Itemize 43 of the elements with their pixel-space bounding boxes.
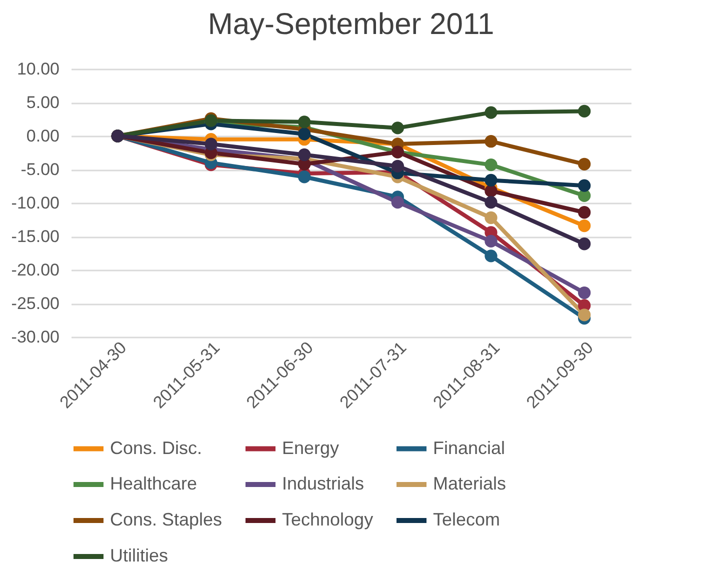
y-tick-label: 0.00 <box>26 126 60 146</box>
y-tick-label: -20.00 <box>11 260 60 280</box>
point <box>578 219 591 232</box>
point <box>578 308 591 322</box>
legend-label: Energy <box>282 438 340 458</box>
y-tick-label: -30.00 <box>11 328 60 346</box>
point <box>578 206 591 219</box>
legend-label: Utilities <box>110 546 168 566</box>
point <box>298 116 311 128</box>
legend-label: Financial <box>433 438 506 458</box>
y-tick-label: -15.00 <box>11 227 60 246</box>
point <box>578 238 591 250</box>
point <box>578 158 591 170</box>
point <box>391 196 404 209</box>
y-tick-label: -25.00 <box>11 294 60 313</box>
legend-label: Materials <box>433 474 506 494</box>
point <box>578 104 591 118</box>
point <box>578 286 591 300</box>
point <box>484 158 498 172</box>
chart-title: May-September 2011 <box>208 8 494 41</box>
point <box>578 179 591 192</box>
point <box>484 106 498 119</box>
point <box>391 122 404 134</box>
y-tick-label: 10.00 <box>16 60 60 78</box>
legend-label: Healthcare <box>110 474 198 494</box>
point <box>484 211 498 224</box>
legend-label: Cons. Disc. <box>110 438 202 458</box>
point <box>204 138 218 150</box>
legend-label: Telecom <box>433 510 500 530</box>
legend-label: Industrials <box>282 474 364 494</box>
point <box>391 160 404 172</box>
point <box>484 196 498 209</box>
point <box>298 128 311 140</box>
y-tick-label: -10.00 <box>11 194 60 212</box>
point <box>298 148 311 162</box>
point <box>298 170 311 184</box>
point <box>484 135 498 148</box>
legend-label: Technology <box>282 510 374 530</box>
y-tick-label: -5.00 <box>20 160 60 179</box>
point <box>484 250 498 262</box>
y-tick-label: 5.00 <box>26 93 60 112</box>
legend-label: Cons. Staples <box>110 510 222 530</box>
point <box>484 234 498 248</box>
